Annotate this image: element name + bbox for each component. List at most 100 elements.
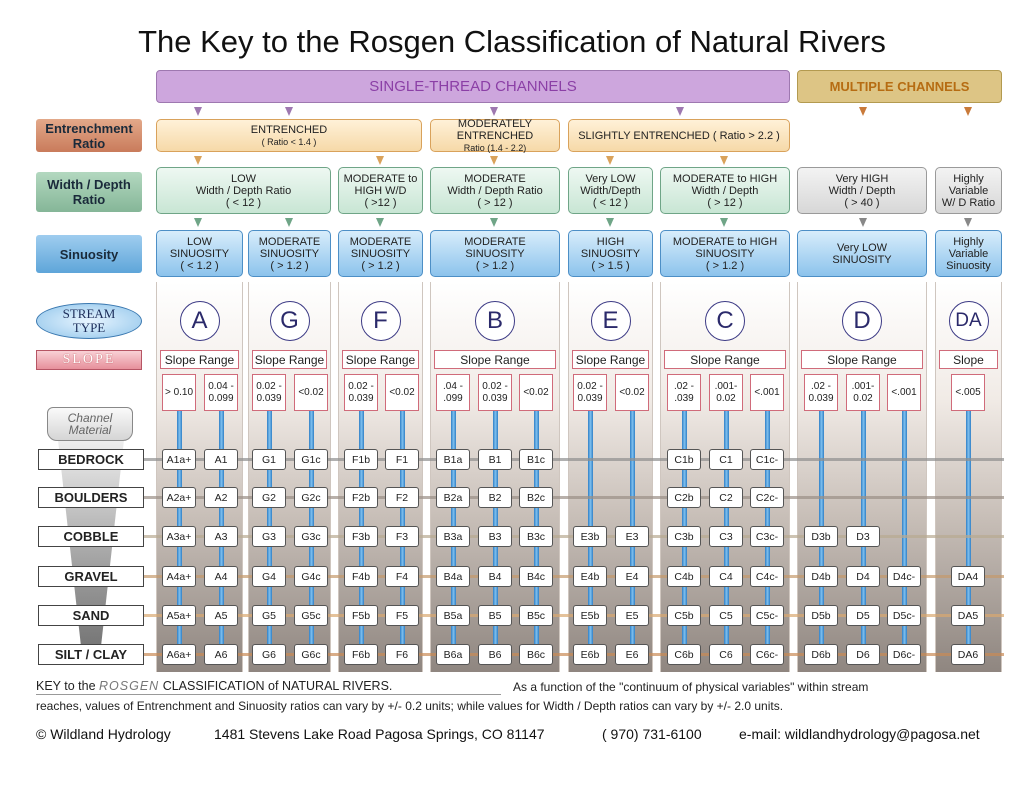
footer-phone: ( 970) 731-6100 (602, 726, 702, 742)
stream-class-cell: E5 (615, 605, 649, 626)
stream-class-cell: A3a+ (162, 526, 196, 547)
stream-class-cell: B1 (478, 449, 512, 470)
stream-class-cell: C4 (709, 566, 743, 587)
stream-class-cell: F4b (344, 566, 378, 587)
stream-class-cell: C5c- (750, 605, 784, 626)
channel-material-label: Channel Material (47, 407, 133, 441)
slope-value: <0.02 (615, 374, 649, 411)
sinuosity-text: Highly (953, 235, 984, 248)
stream-class-cell: F5b (344, 605, 378, 626)
stream-class-cell: B5a (436, 605, 470, 626)
down-arrow-icon (490, 156, 498, 165)
footer-email: e-mail: wildlandhydrology@pagosa.net (739, 726, 980, 742)
stream-class-cell: F3b (344, 526, 378, 547)
stream-class-cell: C3 (709, 526, 743, 547)
caption-line-1: KEY to the ROSGEN CLASSIFICATION of NATU… (36, 679, 506, 693)
caption-key-prefix: KEY to the (36, 679, 96, 693)
width-depth-text: ( > 12 ) (707, 196, 743, 209)
sinuosity-box-0: LOW SINUOSITY( < 1.2 ) (156, 230, 243, 277)
width-depth-text: HIGH W/D (354, 184, 407, 197)
stream-type-c: C (705, 301, 745, 341)
sinuosity-text: SINUOSITY (169, 247, 230, 260)
stream-class-cell: B2a (436, 487, 470, 508)
moderately-entrenched-ratio: Ratio (1.4 - 2.2) (463, 142, 527, 153)
width-depth-box-3: Very LOW Width/Depth( < 12 ) (568, 167, 653, 214)
sinuosity-text: ( > 1.2 ) (475, 259, 515, 272)
stream-class-cell: G3c (294, 526, 328, 547)
stream-class-cell: F2b (344, 487, 378, 508)
sinuosity-text: ( < 1.2 ) (180, 259, 219, 272)
width-depth-text: MODERATE to HIGH (672, 172, 778, 185)
slope-range-header: Slope Range (664, 350, 786, 369)
width-depth-box-4: MODERATE to HIGH Width / Depth( > 12 ) (660, 167, 790, 214)
stream-class-cell: B4 (478, 566, 512, 587)
sinuosity-box-1: MODERATE SINUOSITY( > 1.2 ) (248, 230, 331, 277)
stream-class-cell: D6b (804, 644, 838, 665)
stream-class-cell: G1 (252, 449, 286, 470)
sinuosity-text: Sinuosity (946, 259, 991, 272)
slightly-entrenched-box: SLIGHTLY ENTRENCHED ( Ratio > 2.2 ) (568, 119, 790, 152)
material-sand: SAND (38, 605, 144, 626)
caption-rosgen: ROSGEN (99, 679, 160, 693)
stream-class-cell: C4c- (750, 566, 784, 587)
stream-class-cell: C1b (667, 449, 701, 470)
slope-value: 0.02 - 0.039 (252, 374, 286, 411)
slope-range-header: Slope Range (160, 350, 239, 369)
stream-class-cell: E3 (615, 526, 649, 547)
sinuosity-text: ( > 1.2 ) (270, 259, 309, 272)
stream-class-cell: A2a+ (162, 487, 196, 508)
down-arrow-icon (606, 156, 614, 165)
width-depth-text: ( > 12 ) (477, 196, 513, 209)
sinuosity-text: MODERATE (464, 235, 526, 248)
sinuosity-text: Very LOW (836, 241, 888, 254)
stream-type-d: D (842, 301, 882, 341)
stream-class-cell: F3 (385, 526, 419, 547)
width-depth-box-1: MODERATE to HIGH W/D( >12 ) (338, 167, 423, 214)
slope-value: .04 - .099 (436, 374, 470, 411)
stream-class-cell: C4b (667, 566, 701, 587)
channel-material-text: Channel Material (67, 411, 113, 437)
stream-class-cell: F5 (385, 605, 419, 626)
width-depth-text: Highly (953, 172, 984, 185)
material-cobble: COBBLE (38, 526, 144, 547)
stream-class-cell: A5a+ (162, 605, 196, 626)
sinuosity-text: MODERATE to HIGH (672, 235, 778, 248)
stream-class-cell: B2c (519, 487, 553, 508)
sinuosity-text: Variable (948, 247, 989, 260)
slope-value: <0.02 (519, 374, 553, 411)
material-silt-clay: SILT / CLAY (38, 644, 144, 665)
width-depth-box-5: Very HIGH Width / Depth( > 40 ) (797, 167, 927, 214)
width-depth-text: Variable (948, 184, 989, 197)
stream-class-cell: C1c- (750, 449, 784, 470)
stream-class-cell: G6 (252, 644, 286, 665)
sinuosity-text: MODERATE (349, 235, 412, 248)
stream-class-cell: E5b (573, 605, 607, 626)
stream-class-cell: D6c- (887, 644, 921, 665)
stream-class-cell: D5 (846, 605, 880, 626)
stream-class-cell: DA4 (951, 566, 985, 587)
stream-class-cell: B6 (478, 644, 512, 665)
sinuosity-text: LOW (186, 235, 213, 248)
down-arrow-icon (606, 218, 614, 227)
sinuosity-box-2: MODERATE SINUOSITY( > 1.2 ) (338, 230, 423, 277)
stream-class-cell: F6b (344, 644, 378, 665)
down-arrow-icon (676, 107, 684, 116)
slope-value: .02 - 0.039 (804, 374, 838, 411)
stream-class-cell: E6 (615, 644, 649, 665)
width-depth-text: MODERATE (464, 172, 526, 185)
stream-class-cell: A6 (204, 644, 238, 665)
material-gravel: GRAVEL (38, 566, 144, 587)
stream-class-cell: D5b (804, 605, 838, 626)
sinuosity-box-7: Highly Variable Sinuosity (935, 230, 1002, 277)
slope-value: 0.02 - 0.039 (344, 374, 378, 411)
stream-class-cell: F1 (385, 449, 419, 470)
stream-class-cell: DA5 (951, 605, 985, 626)
stream-class-cell: G6c (294, 644, 328, 665)
stream-class-cell: C2 (709, 487, 743, 508)
footer-company: © Wildland Hydrology (36, 726, 171, 742)
stream-class-cell: E4b (573, 566, 607, 587)
down-arrow-icon (720, 218, 728, 227)
material-row-line (124, 458, 1004, 461)
sinuosity-label: Sinuosity (36, 235, 142, 273)
slope-value: > 0.10 (162, 374, 196, 411)
